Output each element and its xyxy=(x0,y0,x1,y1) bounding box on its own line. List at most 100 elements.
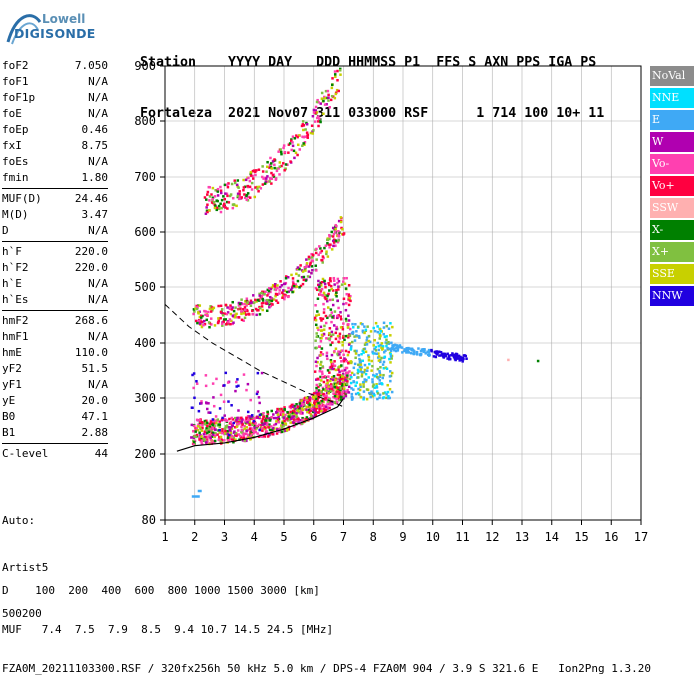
echo-point xyxy=(415,353,419,356)
echo-point xyxy=(210,193,213,196)
echo-point xyxy=(288,415,291,419)
param-value: 220.0 xyxy=(74,245,108,258)
echo-point xyxy=(326,403,329,406)
echo-point xyxy=(389,352,392,356)
echo-point xyxy=(232,321,235,324)
echo-point xyxy=(306,133,310,137)
echo-point xyxy=(306,396,310,399)
echo-point xyxy=(312,108,316,112)
echo-point xyxy=(261,183,265,186)
echo-point xyxy=(213,206,217,210)
echo-point xyxy=(235,312,238,316)
echo-point xyxy=(329,360,333,364)
echo-point xyxy=(234,438,237,441)
x-tick-label: 1 xyxy=(161,530,168,544)
echo-point xyxy=(276,284,279,287)
echo-point xyxy=(282,282,286,286)
echo-point xyxy=(329,343,332,347)
echo-point xyxy=(248,423,251,426)
echo-point xyxy=(321,277,325,281)
echo-point xyxy=(342,395,346,398)
echo-point xyxy=(304,269,307,272)
echo-point xyxy=(260,302,264,305)
echo-point xyxy=(373,338,376,342)
echo-point xyxy=(385,393,388,396)
echo-point xyxy=(324,285,327,289)
echo-point xyxy=(331,333,335,336)
echo-point xyxy=(221,428,224,431)
echo-point xyxy=(345,391,348,394)
echo-point xyxy=(287,418,290,422)
echo-point xyxy=(319,317,322,320)
echo-point xyxy=(342,387,346,390)
echo-point xyxy=(275,432,279,435)
echo-point xyxy=(390,347,393,351)
echo-point xyxy=(315,332,318,335)
echo-point xyxy=(378,393,382,397)
echo-point xyxy=(205,435,208,439)
echo-point xyxy=(342,322,345,325)
echo-point xyxy=(322,388,325,391)
echo-point xyxy=(336,392,340,396)
echo-point xyxy=(297,421,300,424)
echo-point xyxy=(322,394,326,398)
param-key: M(D) xyxy=(2,208,29,221)
echo-point xyxy=(345,359,349,363)
echo-point xyxy=(301,402,304,406)
echo-point xyxy=(191,406,194,410)
echo-point xyxy=(209,436,212,439)
echo-point xyxy=(455,353,459,356)
echo-point xyxy=(325,337,328,340)
echo-point xyxy=(308,396,311,399)
echo-point xyxy=(330,230,333,234)
echo-point xyxy=(225,426,228,429)
echo-point xyxy=(315,247,318,251)
echo-point xyxy=(249,437,252,440)
x-tick-label: 9 xyxy=(399,530,406,544)
echo-point xyxy=(279,409,282,413)
echo-point xyxy=(326,316,329,320)
echo-point xyxy=(342,302,345,306)
echo-point xyxy=(372,326,375,330)
x-tick-label: 4 xyxy=(251,530,258,544)
echo-point xyxy=(242,186,246,189)
echo-point xyxy=(306,275,310,278)
echo-point xyxy=(288,142,292,145)
echo-point xyxy=(321,372,324,376)
echo-point xyxy=(317,313,321,316)
legend-item-noval: NoVal xyxy=(650,66,694,86)
echo-point xyxy=(332,232,336,236)
echo-point xyxy=(318,369,322,373)
echo-point xyxy=(340,377,344,380)
echo-point xyxy=(230,319,233,323)
echo-point xyxy=(311,253,315,257)
echo-point xyxy=(309,131,313,135)
echo-point xyxy=(271,426,275,430)
echo-point xyxy=(205,428,208,432)
echo-point xyxy=(304,128,307,131)
echo-point xyxy=(446,352,449,356)
echo-point xyxy=(359,368,363,371)
echo-point xyxy=(386,390,390,394)
echo-point xyxy=(457,357,461,360)
echo-point xyxy=(298,406,301,410)
echo-point xyxy=(223,312,226,315)
echo-point xyxy=(300,275,304,279)
echo-point xyxy=(340,385,344,389)
echo-point xyxy=(203,436,206,439)
echo-point xyxy=(231,203,235,206)
echo-point xyxy=(293,137,297,140)
echo-point xyxy=(336,234,339,238)
echo-point xyxy=(208,199,211,202)
echo-point xyxy=(207,310,210,314)
echo-point xyxy=(224,318,228,321)
echo-point xyxy=(346,371,349,374)
echo-point xyxy=(273,166,276,170)
echo-point xyxy=(320,407,324,411)
echo-point xyxy=(277,415,280,419)
echo-point xyxy=(314,408,317,412)
echo-point xyxy=(361,329,365,333)
echo-point xyxy=(389,334,392,337)
echo-point xyxy=(362,351,365,354)
echo-point xyxy=(245,304,248,307)
